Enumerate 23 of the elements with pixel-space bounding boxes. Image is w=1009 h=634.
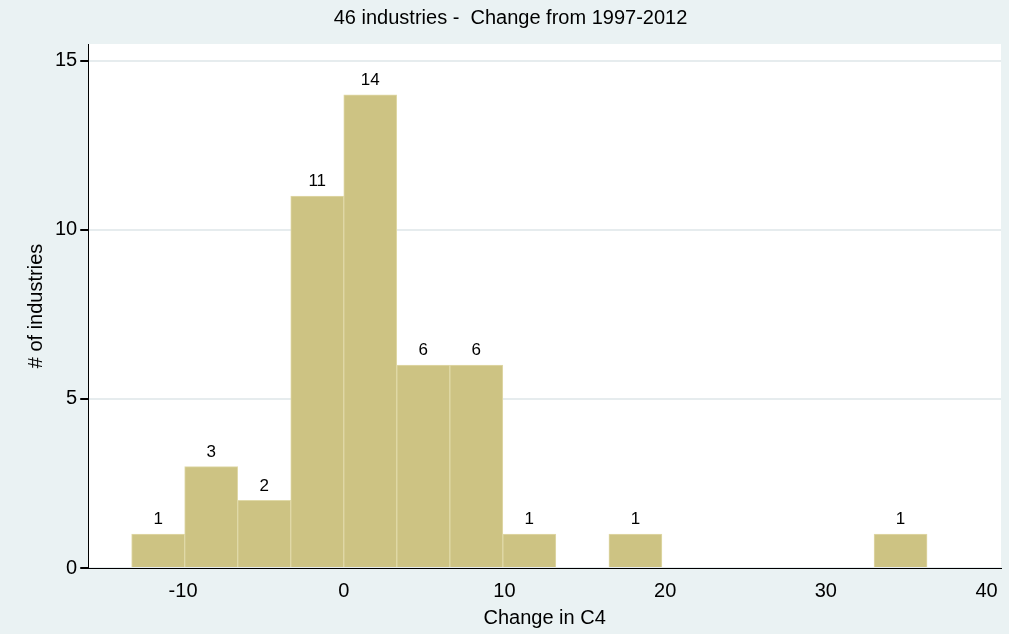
x-tick-label: -10 bbox=[168, 578, 198, 601]
y-tick-label: 0 bbox=[66, 555, 78, 578]
data-label: 6 bbox=[471, 340, 482, 360]
x-tick-label: 20 bbox=[654, 578, 677, 601]
x-tick-label: 0 bbox=[338, 578, 350, 601]
data-label: 6 bbox=[418, 340, 429, 360]
data-label: 1 bbox=[895, 509, 906, 529]
y-axis-title: # of industries bbox=[23, 243, 46, 369]
data-label: 14 bbox=[360, 69, 380, 89]
chart-title: 46 industries - Change from 1997-2012 bbox=[333, 5, 688, 28]
data-label: 2 bbox=[259, 475, 269, 495]
data-label: 3 bbox=[206, 441, 216, 461]
data-label: 1 bbox=[524, 509, 535, 529]
x-axis-title: Change in C4 bbox=[483, 605, 606, 628]
x-tick-label: 10 bbox=[493, 578, 516, 601]
data-label: 11 bbox=[308, 171, 327, 191]
y-tick-label: 5 bbox=[66, 386, 78, 409]
y-tick-label: 15 bbox=[55, 48, 78, 71]
data-label: 1 bbox=[153, 509, 163, 529]
x-tick-label: 40 bbox=[975, 578, 998, 601]
y-tick-label: 10 bbox=[55, 217, 78, 240]
x-tick-label: 30 bbox=[814, 578, 837, 601]
data-label: 1 bbox=[630, 509, 641, 529]
